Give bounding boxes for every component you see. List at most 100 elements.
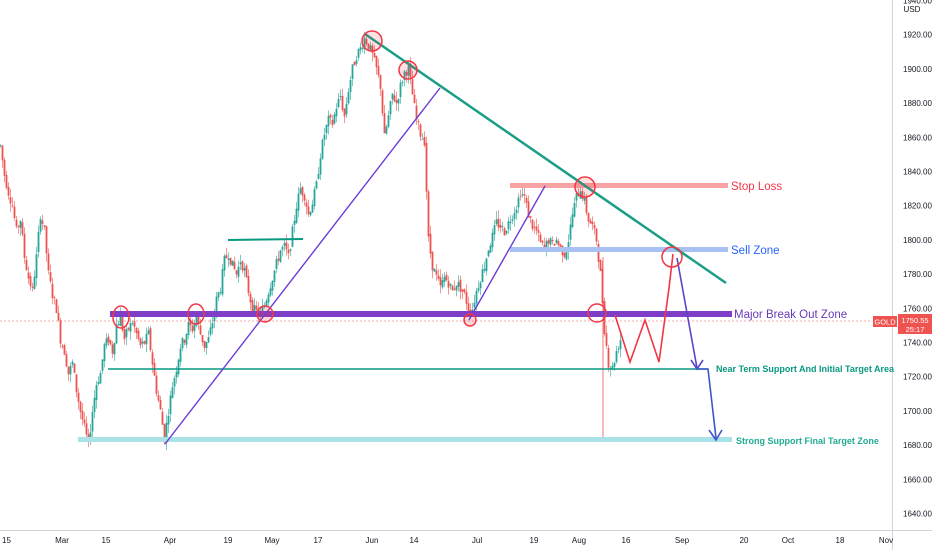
candle-body xyxy=(311,204,314,213)
candle-body xyxy=(299,188,302,194)
near-support-label: Near Term Support And Initial Target Are… xyxy=(716,364,895,374)
candle-body xyxy=(287,249,290,254)
candle-body xyxy=(591,221,594,225)
candle-body xyxy=(417,121,420,123)
candle-body xyxy=(249,293,252,303)
price-tick-label: 1860.00 xyxy=(903,133,932,142)
candle-body xyxy=(401,81,404,83)
candle-body xyxy=(351,64,354,79)
candle-body xyxy=(457,282,460,287)
candle-body xyxy=(141,341,144,344)
candle-body xyxy=(601,268,604,304)
candle-body xyxy=(333,114,336,124)
time-tick-label: May xyxy=(264,536,279,545)
candle-body xyxy=(501,226,504,227)
candle-body xyxy=(233,261,236,270)
candle-body xyxy=(605,333,608,346)
candle-body xyxy=(449,283,452,286)
candle-body xyxy=(179,348,182,362)
candle-body xyxy=(327,115,330,127)
candle-body xyxy=(303,194,306,201)
candle-body xyxy=(363,37,366,50)
candle-body xyxy=(237,266,240,277)
candle-body xyxy=(565,249,568,260)
time-tick-label: 14 xyxy=(410,536,419,545)
price-tick-label: 1660.00 xyxy=(903,475,932,484)
candle-body xyxy=(97,381,100,385)
candle-body xyxy=(521,194,524,196)
pivot-marker xyxy=(187,303,205,325)
candle-body xyxy=(371,45,374,53)
candle-body xyxy=(447,280,450,288)
candle-body xyxy=(459,279,462,292)
candle-body xyxy=(525,197,528,203)
candle-body xyxy=(235,270,238,275)
pivot-marker xyxy=(361,30,383,52)
candle-body xyxy=(325,125,328,134)
consolidation-line xyxy=(227,238,304,241)
candle-body xyxy=(543,244,546,248)
candle-body xyxy=(149,328,152,351)
candle-body xyxy=(203,340,206,348)
candle-body xyxy=(455,285,458,291)
candle-body xyxy=(63,345,66,355)
candle-body xyxy=(319,158,322,175)
candle-body xyxy=(551,239,554,242)
candle-body xyxy=(221,269,224,295)
candle-body xyxy=(185,334,188,345)
breakout-zone xyxy=(110,311,732,317)
candle-body xyxy=(81,410,84,420)
candle-body xyxy=(77,392,80,402)
candle-body xyxy=(61,345,64,347)
candle-body xyxy=(207,337,210,343)
candle-body xyxy=(99,372,102,384)
candle-body xyxy=(193,323,196,331)
candle-body xyxy=(281,246,284,250)
candle-body xyxy=(161,411,164,425)
candle-body xyxy=(321,139,324,159)
candle-body xyxy=(19,220,22,228)
candle-body xyxy=(491,232,494,248)
candle-body xyxy=(49,272,52,282)
candle-body xyxy=(555,239,558,244)
candle-body xyxy=(241,261,244,271)
candle-body xyxy=(595,228,598,242)
candle-body xyxy=(585,196,588,213)
candle-body xyxy=(547,240,550,244)
candle-body xyxy=(427,191,430,237)
candle-body xyxy=(399,82,402,98)
time-tick-label: 19 xyxy=(224,536,233,545)
candle-body xyxy=(347,91,350,104)
time-tick-label: Apr xyxy=(164,536,177,545)
price-tick-label: 1760.00 xyxy=(903,304,932,313)
time-tick-label: 15 xyxy=(2,536,11,545)
candle-body xyxy=(21,222,24,235)
candle-body xyxy=(145,333,148,345)
last-price: 1750.55 xyxy=(901,316,928,325)
price-tag xyxy=(898,314,932,334)
candle-body xyxy=(451,285,454,291)
candle-body xyxy=(431,251,434,271)
candle-body xyxy=(243,268,246,271)
candle-body xyxy=(439,277,442,286)
candle-body xyxy=(481,269,484,283)
candle-body xyxy=(385,126,388,134)
candle-body xyxy=(155,375,158,394)
candle-body xyxy=(165,422,168,443)
price-tick-label: 1680.00 xyxy=(903,441,932,450)
time-tick-label: 17 xyxy=(314,536,323,545)
candle-body xyxy=(159,399,162,410)
candle-body xyxy=(537,230,540,233)
breakout-label: Major Break Out Zone xyxy=(734,309,847,321)
candle-body xyxy=(573,202,576,217)
candle-body xyxy=(275,259,278,269)
candle-body xyxy=(405,71,408,76)
candle-body xyxy=(183,340,186,343)
candle-body xyxy=(55,299,58,314)
candle-body xyxy=(511,219,514,221)
candle-body xyxy=(315,181,318,189)
candle-body xyxy=(17,226,20,228)
candle-body xyxy=(567,242,570,252)
